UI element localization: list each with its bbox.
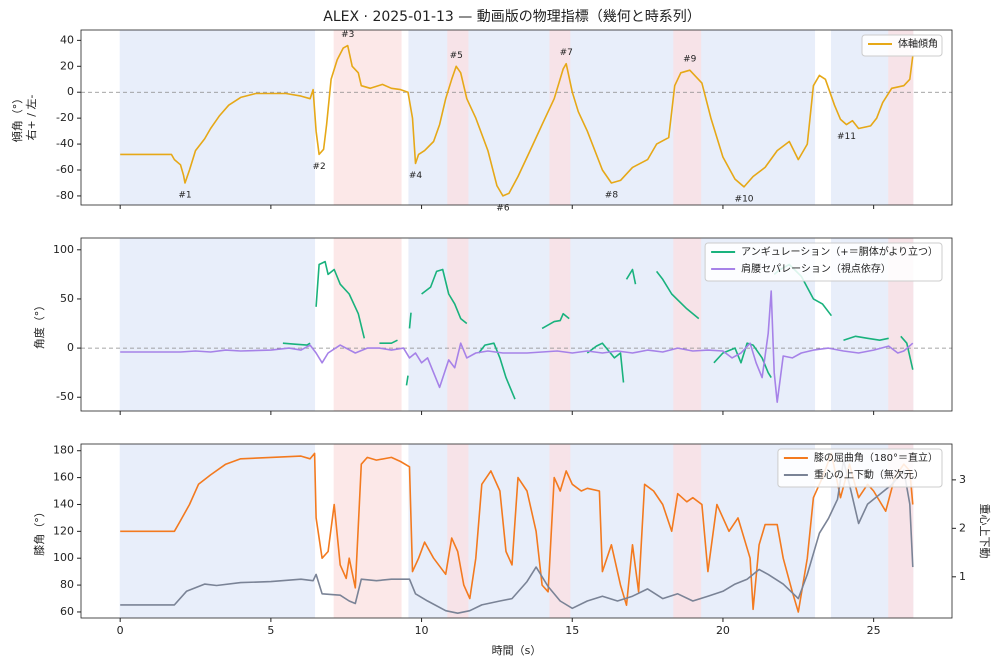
y-tick-label: 0 (67, 341, 74, 354)
phase-span (549, 30, 571, 205)
phase-span (333, 30, 402, 205)
peak-label: #4 (409, 171, 423, 181)
x-tick-label: 25 (867, 624, 881, 637)
y2-tick-label: 1 (959, 570, 966, 583)
phase-span (447, 238, 469, 411)
x-tick-label: 15 (565, 624, 579, 637)
legend-label: 体軸傾角 (898, 37, 938, 50)
chart-title: ALEX · 2025-01-13 — 動画版の物理指標（幾何と時系列） (323, 9, 700, 25)
y-tick-label: -40 (56, 137, 74, 150)
y-tick-label: 100 (53, 551, 74, 564)
phase-span (333, 444, 402, 618)
peak-label: #9 (683, 55, 697, 65)
series-line (120, 459, 914, 614)
peak-label: #7 (560, 48, 573, 58)
phase-span (673, 444, 702, 618)
phase-span (119, 238, 316, 411)
y-tick-label: -20 (56, 111, 74, 124)
legend-label: アンギュレーション（+＝胴体がより立つ） (741, 245, 938, 258)
series-line (120, 290, 914, 403)
y-tick-label: 140 (53, 497, 74, 510)
phase-span (549, 444, 571, 618)
y-axis-label: 右+ / 左- (24, 95, 38, 141)
plot-area (81, 30, 952, 205)
y-tick-label: 80 (60, 578, 74, 591)
series-line (282, 260, 914, 400)
x-tick-label: 0 (117, 624, 124, 637)
y-tick-label: 0 (67, 85, 74, 98)
x-axis-label: 時間（s） (492, 644, 542, 657)
axes-frame (80, 29, 953, 206)
peak-label: #2 (312, 162, 325, 172)
legend: 体軸傾角 (861, 34, 943, 57)
legend-label: 膝の屈曲角（180°＝直立） (814, 451, 938, 464)
peak-label: #8 (605, 190, 619, 200)
y2-tick-label: 3 (959, 473, 966, 486)
peak-label: #5 (450, 51, 463, 61)
phase-span (447, 444, 469, 618)
peak-label: #3 (341, 30, 354, 40)
y-tick-label: 20 (60, 59, 74, 72)
peak-label: #6 (496, 203, 510, 213)
legend-box (861, 34, 943, 57)
y2-tick-label: 2 (959, 521, 966, 534)
y-tick-label: 100 (53, 243, 74, 256)
series-line (120, 452, 914, 613)
legend-label: 重心の上下動（無次元） (814, 468, 924, 481)
legend-box (704, 242, 943, 282)
x-tick-label: 10 (415, 624, 429, 637)
axes-frame (80, 237, 953, 412)
x-tick-label: 5 (267, 624, 274, 637)
y-tick-label: -60 (56, 163, 74, 176)
y-tick-label: 50 (60, 292, 74, 305)
phase-span (673, 30, 702, 205)
plot-area (119, 444, 914, 618)
y-axis-label: 膝角（°） (33, 506, 46, 556)
peak-label: #1 (178, 190, 191, 200)
legend-label: 肩腰セパレーション（視点依存） (741, 262, 891, 275)
phase-span (888, 30, 914, 205)
y-tick-label: 160 (53, 471, 74, 484)
y-tick-label: 40 (60, 33, 74, 46)
legend-box (777, 448, 943, 488)
peak-label: #10 (735, 194, 754, 204)
legend: アンギュレーション（+＝胴体がより立つ） 肩腰セパレーション（視点依存） (704, 242, 943, 282)
y-tick-label: -50 (56, 390, 74, 403)
y-tick-label: 60 (60, 605, 74, 618)
phase-span (333, 238, 402, 411)
y-tick-label: 180 (53, 444, 74, 457)
peak-label: #11 (837, 132, 856, 142)
y-tick-label: -80 (56, 189, 74, 202)
x-tick-label: 20 (716, 624, 730, 637)
y-axis-label: 角度（°） (32, 300, 46, 350)
y2-axis-label: 重心上下動 (978, 504, 992, 559)
series-line (120, 44, 914, 197)
phase-span (408, 30, 816, 205)
phase-span (673, 238, 702, 411)
phase-span (549, 238, 571, 411)
legend: 膝の屈曲角（180°＝直立） 重心の上下動（無次元） (777, 448, 943, 488)
y-tick-label: 120 (53, 524, 74, 537)
y-axis-label: 傾角（°） (10, 93, 24, 143)
phase-span (408, 444, 816, 618)
